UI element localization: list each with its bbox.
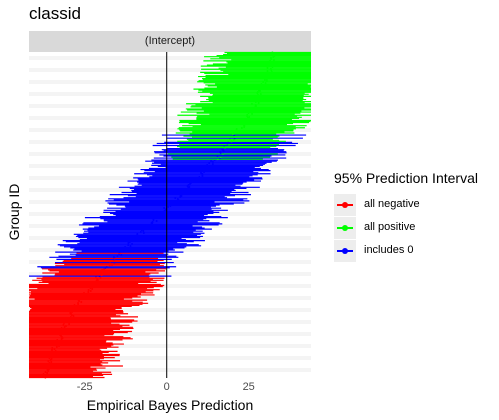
interval-marks — [29, 51, 311, 379]
legend-key — [334, 240, 356, 262]
y-axis-label: Group ID — [6, 183, 22, 241]
legend: 95% Prediction Interval all negative all… — [334, 170, 478, 263]
legend-label: includes 0 — [364, 244, 414, 256]
estimate-point — [271, 51, 274, 54]
legend-label: all negative — [364, 198, 420, 210]
legend-item-includes-0: includes 0 — [334, 240, 478, 263]
legend-item-all-positive: all positive — [334, 217, 478, 240]
legend-label: all positive — [364, 221, 416, 233]
facet-label: (Intercept) — [144, 35, 196, 47]
legend-key — [334, 217, 356, 239]
x-tick-label: 0 — [163, 381, 170, 393]
x-axis-label: Empirical Bayes Prediction — [86, 397, 254, 413]
legend-item-all-negative: all negative — [334, 194, 478, 217]
legend-key — [334, 194, 356, 216]
x-tick-label: 25 — [242, 381, 255, 393]
legend-title: 95% Prediction Interval — [334, 170, 478, 186]
facet-strip: (Intercept) — [29, 31, 311, 52]
page-title: classid — [29, 4, 81, 23]
x-tick-label: -25 — [76, 381, 93, 393]
